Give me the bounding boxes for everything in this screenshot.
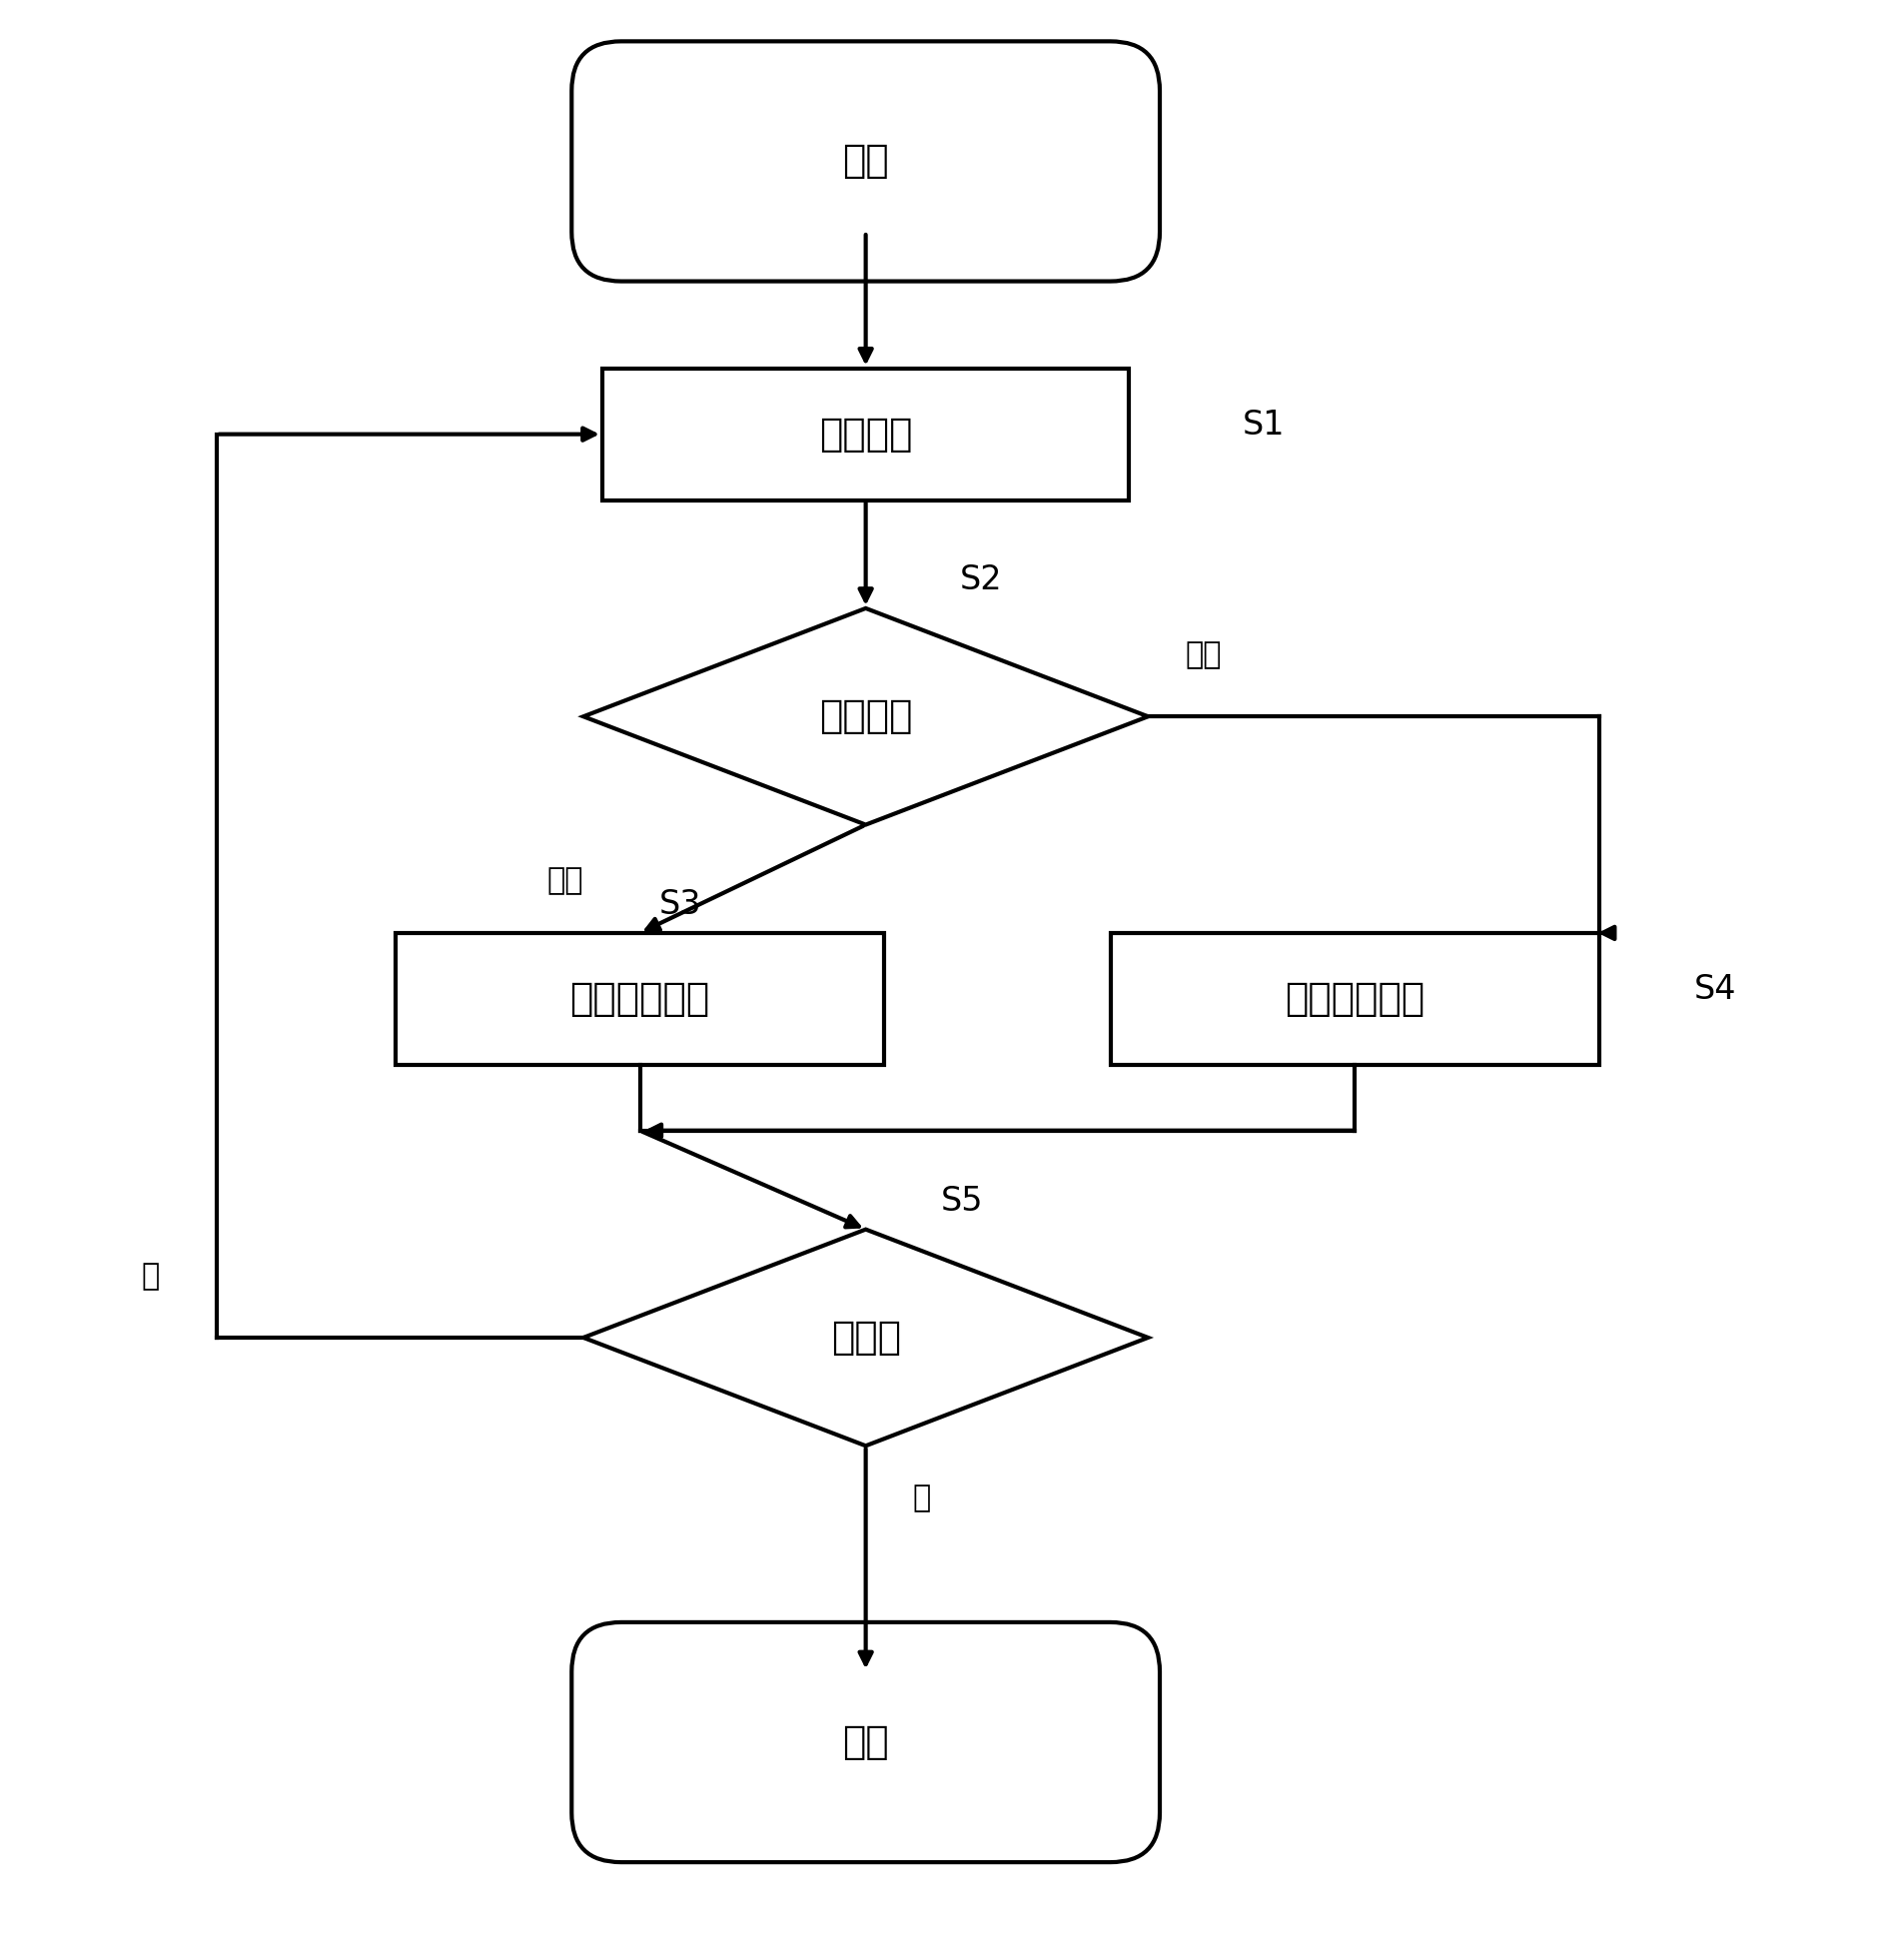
- FancyBboxPatch shape: [572, 1623, 1159, 1862]
- Text: S3: S3: [659, 888, 702, 921]
- Text: 终了？: 终了？: [830, 1319, 901, 1356]
- Text: 呼气: 呼气: [548, 866, 583, 896]
- Text: 吸气: 吸气: [1186, 641, 1221, 670]
- Text: 加热器：开启: 加热器：开启: [570, 980, 710, 1017]
- Text: 是: 是: [913, 1484, 932, 1513]
- Text: 加热器：关闭: 加热器：关闭: [1285, 980, 1425, 1017]
- Bar: [395, 933, 885, 1064]
- Text: S1: S1: [1242, 408, 1285, 441]
- Text: 结束: 结束: [843, 1723, 888, 1762]
- Text: S2: S2: [960, 564, 1003, 596]
- Text: 呼吸判断: 呼吸判断: [819, 698, 913, 735]
- Text: 呼吸检测: 呼吸检测: [819, 416, 913, 453]
- Polygon shape: [583, 608, 1148, 825]
- Bar: [1110, 933, 1600, 1064]
- Text: S4: S4: [1694, 972, 1737, 1005]
- Bar: [602, 368, 1129, 500]
- Polygon shape: [583, 1229, 1148, 1446]
- Text: 开始: 开始: [843, 143, 888, 180]
- Text: S5: S5: [941, 1184, 984, 1217]
- Text: 否: 否: [141, 1262, 160, 1290]
- FancyBboxPatch shape: [572, 41, 1159, 282]
